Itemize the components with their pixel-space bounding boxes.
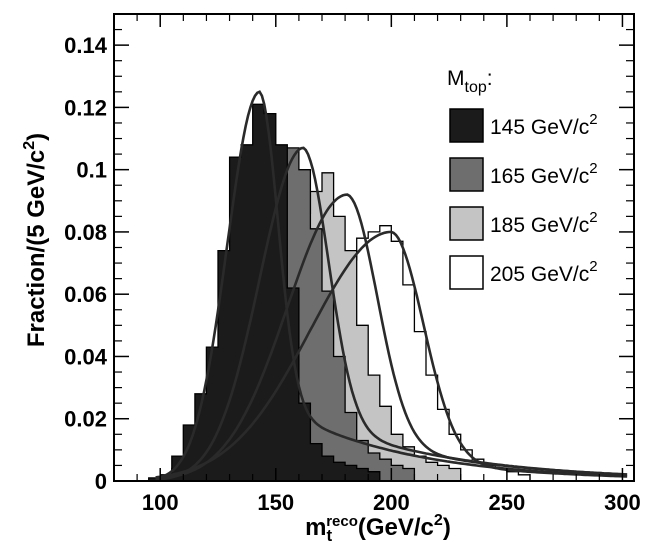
x-axis-title-subscript: t [327, 526, 333, 545]
y-axis-title-main: Fraction/(5 GeV/c [23, 150, 50, 347]
legend-swatch [449, 206, 484, 241]
x-axis-title-superscript: reco [326, 513, 358, 530]
legend-label: 185 GeV/c2 [490, 209, 598, 237]
x-tick-label: 100 [142, 490, 179, 515]
x-axis-title: mtreco(GeV/c2) [305, 512, 451, 545]
axis-ticks: 100 150 200 250 300 0 0.02 0.04 0.06 0.08 0.1 0.12 0… [64, 14, 641, 515]
legend-label-main: 185 GeV/c [490, 214, 589, 237]
y-axis-title-end: ) [23, 133, 50, 141]
legend-title-main: M [447, 67, 465, 90]
legend-swatch [449, 108, 484, 143]
legend-title-end: : [487, 67, 493, 90]
y-tick-label: 0.08 [64, 220, 107, 245]
x-axis-title-unit-end: ) [443, 514, 451, 541]
x-tick-label: 200 [373, 490, 410, 515]
legend-item-1: 165 GeV/c2 [449, 157, 598, 192]
x-axis-title-main: m [305, 514, 326, 541]
fit-curve-2 [155, 193, 628, 481]
x-axis-title-unit: (GeV/c [358, 514, 434, 541]
histogram-series-0 [148, 103, 381, 482]
legend-item-0: 145 GeV/c2 [449, 108, 598, 143]
legend-label-main: 205 GeV/c [490, 263, 589, 286]
legend-item-3: 205 GeV/c2 [449, 255, 598, 290]
legend-label-superscript: 2 [589, 209, 597, 226]
legend-label-superscript: 2 [589, 258, 597, 275]
y-tick-label: 0.14 [64, 33, 108, 58]
legend-title: Mtop: [447, 67, 493, 96]
y-tick-label: 0.12 [64, 95, 107, 120]
y-axis-title: Fraction/(5 GeV/c2) [21, 133, 50, 347]
fit-curves [155, 90, 628, 482]
x-tick-label: 300 [604, 490, 641, 515]
legend-item-2: 185 GeV/c2 [449, 206, 598, 241]
y-axis-title-superscript: 2 [21, 141, 38, 150]
y-tick-label: 0.1 [76, 158, 107, 183]
legend-swatch [449, 255, 484, 290]
legend-label-superscript: 2 [589, 160, 597, 177]
legend-label-superscript: 2 [589, 111, 597, 128]
legend-label: 205 GeV/c2 [490, 258, 598, 286]
y-tick-label: 0.02 [64, 407, 107, 432]
legend-title-subscript: top [465, 79, 487, 96]
legend-label-main: 145 GeV/c [490, 116, 589, 139]
x-tick-label: 150 [257, 490, 294, 515]
legend-label-main: 165 GeV/c [490, 165, 589, 188]
histogram-series-0-bars [148, 103, 381, 482]
legend-label: 165 GeV/c2 [490, 160, 598, 188]
y-tick-label: 0 [95, 469, 107, 494]
y-tick-label: 0.06 [64, 282, 107, 307]
y-tick-label: 0.04 [64, 344, 108, 369]
x-axis-title-unit-superscript: 2 [434, 512, 443, 529]
legend-label: 145 GeV/c2 [490, 111, 598, 139]
x-tick-label: 250 [489, 490, 526, 515]
fit-curve-3 [155, 230, 628, 479]
legend-swatch [449, 157, 484, 192]
